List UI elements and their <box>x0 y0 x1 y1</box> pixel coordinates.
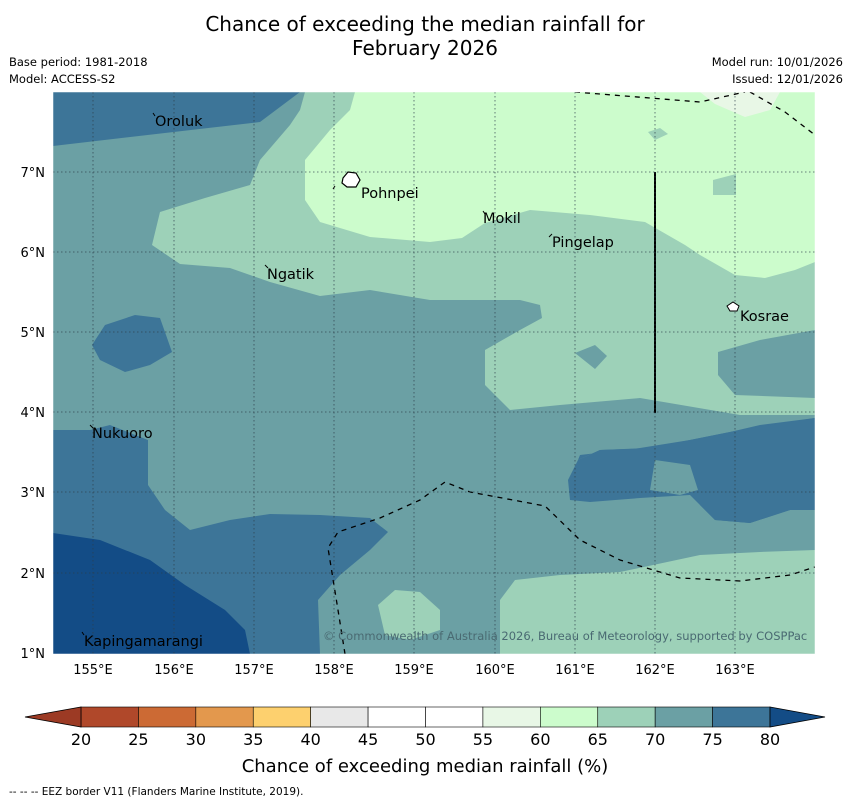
lat-tick-labels: 1°N 2°N 3°N 4°N 5°N 6°N 7°N <box>21 166 46 662</box>
colorbar-segment <box>310 706 369 728</box>
lon-label: 159°E <box>394 663 434 678</box>
lon-label: 160°E <box>475 663 515 678</box>
place-oroluk: Oroluk <box>155 114 203 130</box>
colorbar-segment <box>597 706 656 728</box>
contour-70-75-spot <box>575 345 607 369</box>
colorbar-high-extend <box>769 706 826 728</box>
lat-label: 6°N <box>21 246 46 261</box>
place-nukuoro: Nukuoro <box>92 426 153 442</box>
meta-left: Base period: 1981-2018 Model: ACCESS-S2 <box>9 54 148 88</box>
contour-70-75-east <box>718 330 815 398</box>
lon-label: 161°E <box>555 663 595 678</box>
colorbar-tick-labels: 20 25 30 35 40 45 50 55 60 65 70 75 80 <box>71 730 780 749</box>
colorbar-tick: 35 <box>243 730 263 749</box>
colorbar-tick: 65 <box>588 730 608 749</box>
contour-65-70-spot-1 <box>648 128 668 140</box>
lon-label: 157°E <box>234 663 274 678</box>
copyright-notice: © Commonwealth of Australia 2026, Bureau… <box>323 629 807 643</box>
lat-label: 1°N <box>21 647 46 662</box>
lat-label: 4°N <box>21 406 46 421</box>
colorbar-label: Chance of exceeding median rainfall (%) <box>242 756 609 777</box>
lat-label: 5°N <box>21 326 46 341</box>
chart-title: Chance of exceeding the median rainfall … <box>0 12 850 60</box>
place-kosrae: Kosrae <box>740 309 789 325</box>
meta-right: Model run: 10/01/2026 Issued: 12/01/2026 <box>712 54 843 88</box>
colorbar-segment <box>425 706 484 728</box>
lat-label: 3°N <box>21 486 46 501</box>
contour-60-65-north <box>305 92 815 278</box>
colorbar-segment <box>712 706 771 728</box>
colorbar-segment <box>195 706 254 728</box>
lon-label: 163°E <box>715 663 755 678</box>
colorbar-segment <box>482 706 541 728</box>
colorbar-tick: 60 <box>530 730 550 749</box>
colorbar-tick: 25 <box>128 730 148 749</box>
lon-label: 162°E <box>635 663 675 678</box>
issued-date: Issued: 12/01/2026 <box>732 72 843 86</box>
colorbar-segments <box>80 706 771 728</box>
colorbar-tick: 75 <box>702 730 722 749</box>
colorbar-tick: 80 <box>760 730 780 749</box>
contour-65-70-spot-2 <box>713 174 736 195</box>
colorbar-segment <box>252 706 311 728</box>
colorbar-segment <box>80 706 139 728</box>
contour-fill-layer: Oroluk Pohnpei Mokil Pingelap Ngatik Kos… <box>53 92 815 654</box>
lon-label: 158°E <box>314 663 354 678</box>
model-run: Model run: 10/01/2026 <box>711 55 843 69</box>
colorbar-tick: 70 <box>645 730 665 749</box>
graticule <box>53 92 815 654</box>
colorbar-low-extend <box>24 706 82 728</box>
place-mokil: Mokil <box>483 211 521 227</box>
contour-80-southwest <box>53 533 250 654</box>
kosrae-island-icon <box>726 301 740 312</box>
place-ngatik: Ngatik <box>267 267 315 283</box>
colorbar-tick: 40 <box>300 730 320 749</box>
atoll-markers <box>81 112 553 636</box>
lat-label: 2°N <box>21 567 46 582</box>
colorbar-tick: 20 <box>71 730 91 749</box>
rainfall-map: Oroluk Pohnpei Mokil Pingelap Ngatik Kos… <box>21 91 816 678</box>
lat-label: 7°N <box>21 166 46 181</box>
title-line-2: February 2026 <box>352 36 498 60</box>
colorbar-segment <box>540 706 599 728</box>
title-line-1: Chance of exceeding the median rainfall … <box>205 12 645 36</box>
lon-tick-labels: 155°E 156°E 157°E 158°E 159°E 160°E 161°… <box>73 663 755 678</box>
colorbar-segment <box>654 706 713 728</box>
place-pohnpei: Pohnpei <box>361 186 419 202</box>
lon-label: 156°E <box>154 663 194 678</box>
contour-65-70-southeast <box>500 550 815 654</box>
pohnpei-island-icon <box>341 171 361 188</box>
place-pingelap: Pingelap <box>552 235 614 251</box>
colorbar-tick: 45 <box>358 730 378 749</box>
model-name: Model: ACCESS-S2 <box>9 72 116 86</box>
contour-65-70-south <box>378 590 440 640</box>
colorbar-segment <box>138 706 197 728</box>
contour-70-75-east-pocket <box>650 460 698 495</box>
map-frame <box>52 91 816 655</box>
colorbar-tick: 30 <box>186 730 206 749</box>
colorbar-tick: 55 <box>473 730 493 749</box>
contour-75-80-west-blob <box>92 315 172 372</box>
contour-75-80-northwest <box>53 92 300 146</box>
place-kapingamarangi: Kapingamarangi <box>84 634 203 650</box>
footnote: -- -- -- EEZ border V11 (Flanders Marine… <box>9 786 304 798</box>
base-period: Base period: 1981-2018 <box>9 55 148 69</box>
lon-label: 155°E <box>73 663 113 678</box>
colorbar-segment <box>367 706 426 728</box>
colorbar-tick: 50 <box>415 730 435 749</box>
